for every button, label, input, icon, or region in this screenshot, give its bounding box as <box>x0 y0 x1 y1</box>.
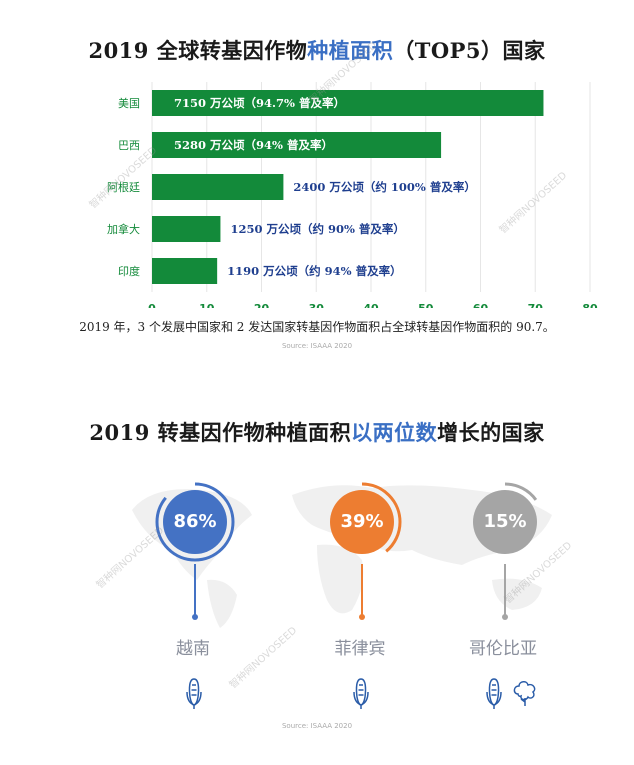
source-label: Source: ISAAA 2020 <box>281 342 353 350</box>
section-title: 2019 转基因作物种植面积以两位数增长的国家 <box>0 417 634 447</box>
country-card-colombia: 15% 哥伦比亚 <box>408 480 598 720</box>
data-label: 1190 万公顷（约 94% 普及率） <box>227 264 401 278</box>
x-tick-label: 10 <box>199 302 215 308</box>
x-tick-label: 50 <box>418 302 434 308</box>
country-name: 哥伦比亚 <box>469 639 537 659</box>
data-label: 5280 万公顷（94% 普及率） <box>174 138 333 152</box>
title-highlight: 种植面积 <box>307 38 394 63</box>
x-tick-label: 60 <box>473 302 489 308</box>
connector-dot <box>359 614 365 620</box>
country-card-philippines: 39% 菲律宾 <box>265 480 455 720</box>
connector-dot <box>502 614 508 620</box>
title-part: 增长的国家 <box>437 420 545 445</box>
bar <box>152 132 442 158</box>
bar <box>152 174 284 200</box>
growth-percent-badge: 39% <box>330 490 394 554</box>
cotton-icon <box>513 681 536 706</box>
title-part: （TOP5）国家 <box>393 38 546 63</box>
country-name: 菲律宾 <box>334 639 386 659</box>
x-tick-label: 20 <box>254 302 270 308</box>
growth-ring <box>465 482 545 562</box>
bar <box>152 258 218 284</box>
x-tick-label: 0 <box>148 302 156 308</box>
chart-title: 2019 全球转基因作物种植面积（TOP5）国家 <box>0 35 634 65</box>
data-label: 2400 万公顷（约 100% 普及率） <box>293 180 475 194</box>
connector-line <box>504 564 506 616</box>
title-part: 2019 转基因作物种植面积 <box>89 420 352 445</box>
category-label: 印度 <box>118 264 140 278</box>
title-highlight: 以两位数 <box>351 420 438 445</box>
source-label: Source: ISAAA 2020 <box>281 722 353 730</box>
growth-ring <box>155 482 235 562</box>
bar <box>152 216 221 242</box>
corn-icon <box>486 678 502 709</box>
category-label: 阿根廷 <box>107 180 140 194</box>
connector-line <box>361 564 363 616</box>
category-label: 美国 <box>118 97 140 110</box>
x-tick-label: 30 <box>309 302 325 308</box>
connector-line <box>194 564 196 616</box>
corn-icon <box>353 678 369 709</box>
country-card-vietnam: 86% 越南 <box>98 480 288 720</box>
growth-ring <box>322 482 402 562</box>
title-part: 2019 全球转基因作物 <box>88 38 308 63</box>
category-label: 加拿大 <box>107 222 140 236</box>
bar-chart: 0 10 20 30 40 50 60 70 80 美国 7150 万公顷（94.7% 普及率） 巴西… <box>107 82 598 308</box>
data-label: 7150 万公顷（94.7% 普及率） <box>174 96 345 110</box>
x-tick-label: 40 <box>363 302 379 308</box>
growth-percent-badge: 86% <box>163 490 227 554</box>
country-name: 越南 <box>176 639 210 659</box>
data-label: 1250 万公顷（约 90% 普及率） <box>230 222 404 236</box>
chart-note: 2019 年，3 个发展中国家和 2 发达国家转基因作物面积占全球转基因作物面积… <box>79 320 555 334</box>
growth-percent-badge: 15% <box>473 490 537 554</box>
bar <box>152 90 544 116</box>
category-label: 巴西 <box>118 139 140 152</box>
x-tick-label: 80 <box>582 302 598 308</box>
x-tick-label: 70 <box>528 302 544 308</box>
connector-dot <box>192 614 198 620</box>
corn-icon <box>186 678 202 709</box>
